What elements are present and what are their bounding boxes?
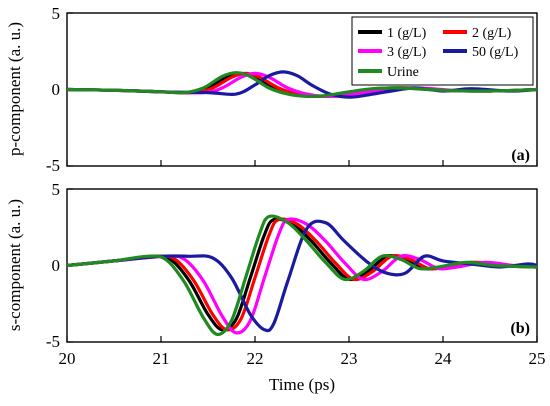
panel-b-ytick-0: 0 (52, 256, 61, 275)
xtick-24: 24 (435, 349, 453, 368)
panel-b-series (66, 214, 538, 337)
x-axis: 20 21 22 23 24 25 Time (ps) (59, 349, 546, 394)
x-axis-label: Time (ps) (269, 375, 335, 394)
panel-a-ytick-5: 5 (52, 4, 61, 23)
panel-b: 5 0 -5 (b) s-component (a. u.) (5, 180, 538, 351)
panel-a-ytick-minus5: -5 (46, 156, 60, 175)
legend-label-2gl: 2 (g/L) (472, 26, 512, 41)
xtick-20: 20 (59, 349, 76, 368)
xtick-23: 23 (341, 349, 358, 368)
panel-b-series-urine (66, 214, 538, 337)
panel-a-tag: (a) (511, 147, 530, 164)
legend-label-3gl: 3 (g/L) (387, 45, 427, 60)
legend-label-urine: Urine (387, 65, 419, 80)
xtick-25: 25 (529, 349, 546, 368)
panel-b-ylabel: s-component (a. u.) (5, 199, 24, 331)
panel-a-series (66, 70, 538, 99)
panel-a-series-urine (66, 71, 538, 99)
legend-label-50gl: 50 (g/L) (472, 45, 519, 60)
panel-a-ylabel: p-component (a. u.) (5, 22, 24, 156)
panel-b-tag: (b) (510, 320, 530, 337)
xtick-22: 22 (247, 349, 264, 368)
panel-a-ytick-0: 0 (52, 80, 61, 99)
panel-a: 5 0 -5 (a) p-component (a. u.) (5, 4, 538, 175)
legend-frame (351, 16, 534, 86)
xtick-21: 21 (153, 349, 170, 368)
panel-b-ytick-minus5: -5 (46, 332, 60, 351)
legend-label-1gl: 1 (g/L) (387, 26, 427, 41)
panel-b-ytick-5: 5 (52, 180, 61, 199)
legend: 1 (g/L) 2 (g/L) 3 (g/L) 50 (g/L) Urine (351, 16, 534, 86)
panel-b-series-3-g-l (66, 217, 538, 335)
